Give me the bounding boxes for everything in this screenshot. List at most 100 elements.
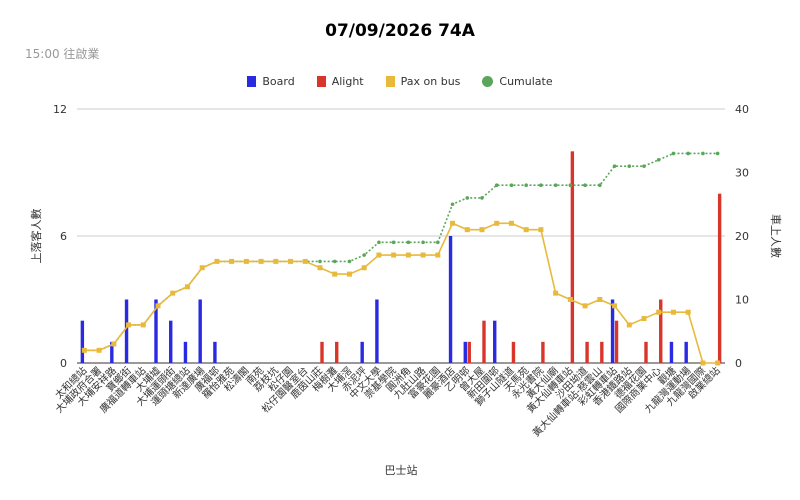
point-cumulate: [391, 240, 396, 245]
y-right-axis-title: 車上人數: [769, 214, 783, 258]
point-cumulate: [524, 183, 528, 187]
point-pax: [140, 322, 146, 328]
point-pax: [81, 347, 87, 353]
bar-board: [169, 320, 173, 363]
point-cumulate: [377, 240, 381, 245]
y-right-tick-label: 30: [735, 167, 749, 180]
legend-label-cumulate: Cumulate: [499, 75, 553, 88]
bar-board: [610, 299, 615, 363]
point-pax: [582, 303, 588, 309]
point-cumulate: [347, 259, 352, 264]
point-cumulate: [642, 164, 646, 168]
point-cumulate: [612, 164, 617, 168]
point-pax: [523, 227, 529, 233]
chart-title: 07/09/2026 74A: [325, 21, 475, 41]
legend-item-board[interactable]: Board: [247, 75, 295, 88]
point-cumulate: [583, 183, 587, 187]
bar-board: [198, 299, 202, 363]
legend-item-pax[interactable]: Pax on bus: [385, 75, 461, 88]
legend-swatch-board: [247, 76, 257, 87]
y-right-tick-label: 40: [735, 103, 749, 116]
point-cumulate: [332, 259, 337, 264]
point-pax: [553, 290, 559, 296]
bar-alight: [614, 320, 619, 363]
x-axis-title: 巴士站: [385, 463, 418, 477]
bar-alight: [467, 341, 471, 363]
bar-alight: [659, 299, 663, 363]
bar-board: [360, 341, 364, 363]
line-cumulate: [84, 152, 718, 352]
point-cumulate: [627, 164, 632, 168]
y-right-tick-label: 0: [735, 357, 742, 370]
bar-board: [110, 341, 114, 363]
point-pax: [538, 227, 544, 233]
y-left-tick-label: 12: [53, 103, 67, 116]
point-pax: [464, 227, 470, 233]
point-cumulate: [436, 240, 440, 245]
point-pax: [258, 258, 264, 264]
point-pax: [96, 347, 102, 353]
point-pax: [700, 360, 706, 366]
point-pax: [612, 303, 618, 309]
point-cumulate: [701, 151, 705, 156]
legend-label-pax: Pax on bus: [400, 75, 461, 88]
point-cumulate: [686, 151, 690, 156]
point-pax: [391, 252, 397, 258]
point-pax: [184, 284, 190, 290]
bar-board: [183, 341, 188, 363]
bar-board: [448, 236, 453, 363]
point-pax: [302, 258, 308, 264]
point-pax: [670, 309, 676, 315]
point-pax: [494, 220, 500, 226]
bar-board: [124, 299, 129, 363]
point-pax: [170, 290, 176, 296]
point-cumulate: [362, 253, 366, 257]
point-pax: [317, 265, 323, 271]
legend-label-alight: Alight: [331, 75, 364, 88]
point-cumulate: [318, 259, 322, 264]
legend-item-alight[interactable]: Alight: [316, 75, 364, 88]
point-pax: [346, 271, 352, 277]
legend-label-board: Board: [262, 75, 295, 88]
point-pax: [435, 252, 441, 258]
point-pax: [229, 258, 235, 264]
point-cumulate: [539, 183, 543, 187]
point-pax: [685, 309, 691, 315]
legend-item-cumulate[interactable]: Cumulate: [482, 75, 553, 88]
point-pax: [273, 258, 279, 264]
legend-swatch-pax: [385, 76, 395, 87]
point-pax: [405, 252, 411, 258]
bar-alight: [541, 341, 545, 363]
point-cumulate: [715, 151, 720, 156]
point-cumulate: [406, 240, 411, 245]
point-pax: [715, 360, 721, 366]
y-right-tick-label: 20: [735, 230, 749, 243]
bar-alight: [320, 341, 324, 363]
point-cumulate: [494, 183, 499, 187]
point-cumulate: [671, 151, 676, 156]
bar-board: [463, 341, 467, 363]
point-cumulate: [480, 196, 484, 200]
bar-board: [669, 341, 674, 363]
point-cumulate: [598, 183, 602, 187]
point-pax: [597, 297, 603, 302]
line-pax: [84, 222, 718, 364]
point-pax: [420, 252, 426, 258]
point-cumulate: [465, 196, 470, 200]
legend-swatch-cumulate: [482, 76, 494, 87]
legend-swatch-alight: [316, 76, 326, 87]
bar-board: [213, 341, 217, 363]
point-cumulate: [509, 183, 514, 187]
point-pax: [126, 322, 132, 328]
point-pax: [479, 227, 485, 233]
point-pax: [155, 303, 161, 309]
bar-board: [684, 341, 688, 363]
point-cumulate: [568, 183, 573, 187]
point-cumulate: [553, 183, 558, 187]
bar-board: [375, 299, 379, 363]
y-left-tick-label: 0: [60, 357, 67, 370]
bar-board: [80, 320, 85, 363]
bar-alight: [717, 193, 722, 363]
